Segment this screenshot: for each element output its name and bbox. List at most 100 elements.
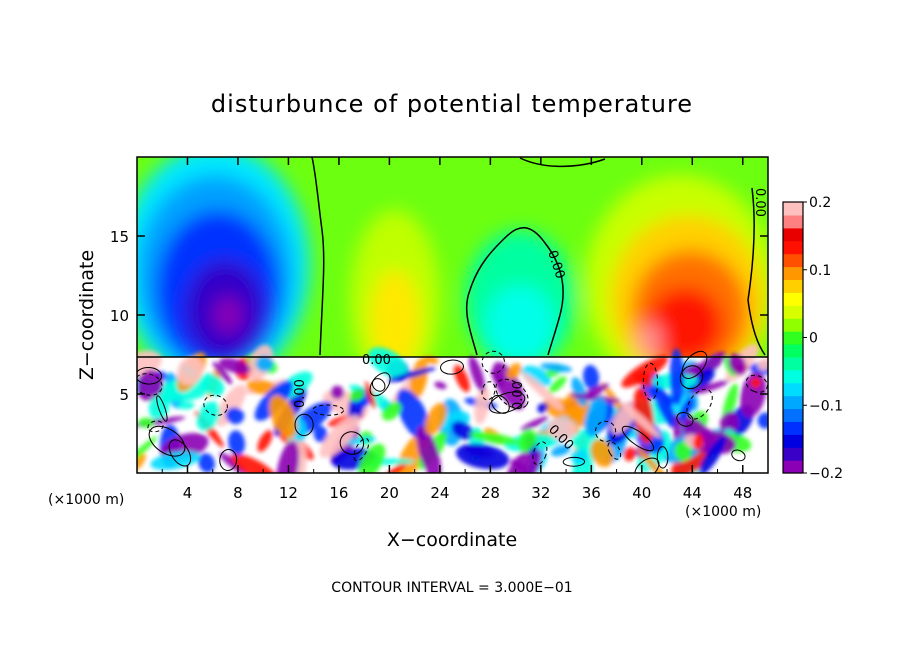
colorbar-swatch bbox=[783, 395, 803, 410]
turbulence-blob bbox=[368, 347, 408, 378]
turbulence-blob bbox=[196, 401, 221, 431]
turbulence-contour bbox=[495, 378, 529, 409]
turbulence-blob bbox=[669, 348, 684, 406]
y-axis-label: Z−coordinate bbox=[76, 250, 98, 380]
turbulence-blob bbox=[521, 372, 564, 411]
colorbar-tick-label: −0.1 bbox=[809, 398, 843, 414]
colorbar-swatch bbox=[783, 227, 803, 242]
turbulence-blob bbox=[570, 449, 588, 465]
turbulence-contour bbox=[219, 449, 238, 471]
x-tick-label: 28 bbox=[481, 484, 500, 502]
turbulence-blob bbox=[387, 367, 436, 383]
colorbar-swatch bbox=[783, 434, 803, 448]
turbulence-contour bbox=[532, 441, 548, 465]
turbulence-contour bbox=[607, 441, 622, 460]
turbulence-contour bbox=[440, 359, 464, 375]
colorbar-tick-label: 0.1 bbox=[809, 263, 831, 279]
turbulence-blob bbox=[547, 417, 577, 441]
turbulence-contour bbox=[481, 381, 496, 401]
turbulence-blob bbox=[381, 401, 402, 421]
turbulence-blob bbox=[474, 386, 490, 425]
x-tick-label: 40 bbox=[632, 484, 651, 502]
x-unit-left: (×1000 m) bbox=[48, 492, 124, 508]
turbulence-contour bbox=[203, 394, 228, 416]
turbulence-blob bbox=[148, 394, 170, 420]
turbulence-contour bbox=[353, 437, 370, 462]
turbulence-blob bbox=[177, 356, 204, 386]
turbulence-contour bbox=[481, 350, 505, 374]
colorbar-tick-label: 0 bbox=[809, 331, 818, 347]
turbulence-contour bbox=[369, 372, 391, 397]
x-tick-label: 32 bbox=[531, 484, 550, 502]
colorbar: 0.2 0.1 0 −0.1 −0.2 bbox=[782, 195, 843, 482]
turbulence-contour bbox=[656, 446, 669, 469]
turbulence-contour bbox=[681, 350, 708, 379]
turbulence-blob bbox=[138, 417, 155, 428]
turbulence-blob bbox=[451, 421, 474, 440]
x-tick-label: 44 bbox=[683, 484, 702, 502]
turbulence-blob bbox=[693, 433, 704, 450]
turbulence-contours bbox=[137, 350, 768, 473]
turbulence-contour bbox=[156, 395, 168, 422]
turbulence-blob bbox=[137, 436, 158, 472]
turbulence-blob bbox=[582, 364, 600, 390]
warm-plume-peak bbox=[638, 322, 662, 358]
zero-contour-dome bbox=[465, 227, 564, 356]
colorbar-swatch bbox=[783, 318, 803, 332]
neutral-dome-inner bbox=[485, 285, 555, 365]
contour-label: 0.00 bbox=[511, 381, 526, 410]
plot-area: 0.00 0.00 0.00 0.00 0.00 0.00 bbox=[137, 157, 768, 473]
turbulence-blob bbox=[623, 447, 636, 461]
y-axis: 5 10 15 bbox=[110, 228, 768, 404]
cold-plume-peak bbox=[214, 297, 242, 333]
y-tick-label: 15 bbox=[110, 228, 129, 246]
turbulence-blob bbox=[674, 441, 692, 462]
x-tick-label: 20 bbox=[380, 484, 399, 502]
colorbar-swatch bbox=[783, 240, 803, 255]
turbulence-blob bbox=[330, 385, 345, 400]
colorbar-swatch bbox=[783, 408, 803, 422]
colorbar-swatch bbox=[783, 292, 803, 306]
turbulence-contour bbox=[137, 373, 163, 396]
colorbar-swatch bbox=[783, 266, 803, 281]
turbulence-blob bbox=[468, 356, 486, 393]
turbulence-contour bbox=[137, 366, 163, 385]
turbulence-blob bbox=[313, 425, 328, 443]
x-tick-label: 12 bbox=[279, 484, 298, 502]
turbulence-blob bbox=[469, 431, 519, 445]
turbulence-blob bbox=[453, 364, 470, 393]
turbulence-blob bbox=[319, 415, 361, 458]
turbulence-contour bbox=[148, 425, 186, 457]
chart-title: disturbunce of potential temperature bbox=[211, 90, 693, 118]
turbulence-contour bbox=[642, 362, 659, 401]
turbulence-blob bbox=[423, 355, 439, 365]
turbulence-blob bbox=[550, 444, 571, 457]
contour-label: 0.00 bbox=[293, 379, 308, 408]
turbulence-blob bbox=[692, 380, 729, 395]
warm-band-inner bbox=[370, 270, 420, 370]
turbulence-blob bbox=[757, 357, 768, 371]
boundary-layer bbox=[137, 344, 768, 473]
x-tick-label: 16 bbox=[329, 484, 348, 502]
turbulence-blob bbox=[719, 411, 739, 437]
colorbar-swatch bbox=[783, 279, 803, 293]
x-tick-label: 8 bbox=[233, 484, 243, 502]
colorbar-swatch bbox=[783, 305, 803, 319]
turbulence-blob bbox=[358, 443, 386, 473]
colorbar-swatch bbox=[783, 343, 803, 358]
contour-labels: 0.00 0.00 0.00 0.00 0.00 0.00 bbox=[293, 188, 767, 453]
turbulence-contour bbox=[294, 413, 314, 437]
turbulence-blob bbox=[198, 453, 215, 473]
turbulence-blob bbox=[728, 353, 747, 376]
colorbar-tick-label: −0.2 bbox=[809, 466, 843, 482]
turbulence-blob bbox=[255, 355, 274, 372]
x-axis: 4 8 12 16 20 24 28 32 36 40 44 48 bbox=[161, 157, 752, 502]
turbulence-blob bbox=[750, 377, 761, 388]
y-tick-label: 10 bbox=[110, 307, 129, 325]
zero-contour-top bbox=[519, 157, 606, 168]
zero-contour-left bbox=[311, 157, 325, 356]
warm-plume-core bbox=[647, 287, 723, 363]
turbulence-blob bbox=[434, 381, 447, 390]
turbulence-blob bbox=[163, 381, 177, 403]
turbulence-contour bbox=[312, 404, 344, 416]
